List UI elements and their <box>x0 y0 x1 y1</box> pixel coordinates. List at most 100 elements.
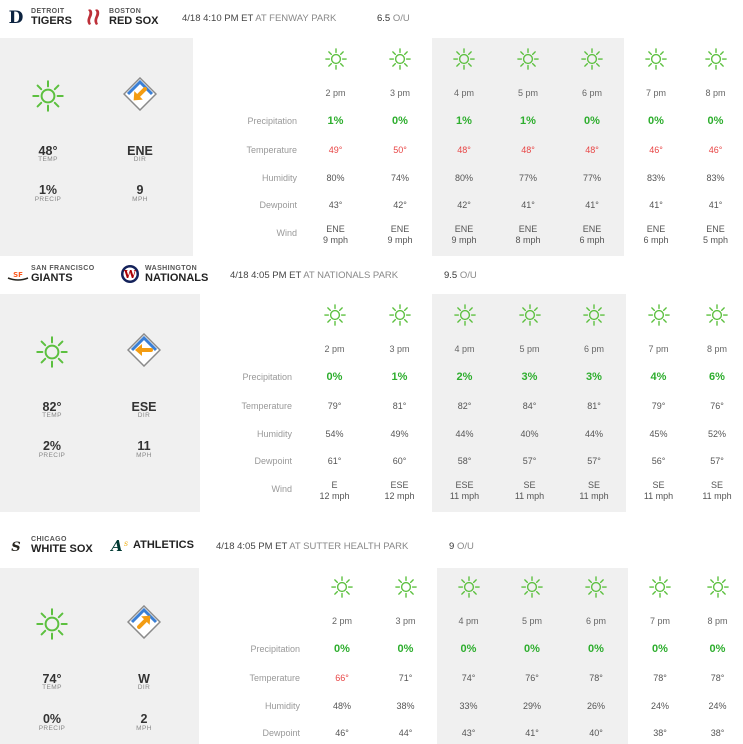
team-name: GIANTS <box>31 271 73 284</box>
hour-time: 6 pm <box>585 616 606 626</box>
home-team[interactable]: BOSTON RED SOX <box>84 7 159 27</box>
hour-humidity: 40% <box>520 429 539 439</box>
away-team[interactable]: D DETROIT TIGERS <box>6 7 72 29</box>
team-name-block: WASHINGTON NATIONALS <box>145 265 208 284</box>
hour-temp: 48° <box>585 145 599 155</box>
hour-humidity: 44% <box>584 429 603 439</box>
team-city: DETROIT <box>31 7 65 15</box>
summary-precip: 0% <box>42 712 62 726</box>
summary-precip: 1% <box>38 183 58 197</box>
sun-icon <box>500 576 564 598</box>
hour-column-1: 2 pm 0% 79° 54% 61° E 12 mph <box>302 294 367 512</box>
sun-icon <box>367 304 432 326</box>
hour-time: 3 pm <box>389 88 410 98</box>
hour-wind-dir: E <box>331 480 338 490</box>
summary-wind-speed: 2 <box>140 712 148 726</box>
summary-precip-label: PRECIP <box>38 452 66 459</box>
away-team[interactable]: SF SAN FRANCISCO GIANTS <box>6 264 95 284</box>
hour-wind-dir: SE <box>710 480 723 490</box>
hour-dewpoint: 41° <box>585 200 599 210</box>
hour-temp: 84° <box>522 401 537 411</box>
hour-precip: 0% <box>588 643 604 655</box>
hour-temp: 82° <box>457 401 472 411</box>
hour-wind-speed: 12 mph <box>319 491 350 501</box>
hour-temp: 46° <box>708 145 723 155</box>
hour-precip: 0% <box>460 643 477 655</box>
hour-time: 4 pm <box>453 88 474 98</box>
away-team[interactable]: S CHICAGO WHITE SOX <box>6 535 93 556</box>
sun-icon <box>691 304 743 326</box>
sun-icon <box>624 48 688 70</box>
hour-temp: 79° <box>651 401 666 411</box>
hour-time: 5 pm <box>519 344 540 354</box>
sun-icon <box>432 304 497 326</box>
hour-precip: 4% <box>650 371 667 383</box>
hour-column-2: 3 pm 0% 50° 74% 42° ENE 9 mph <box>368 38 432 256</box>
hour-precip: 1% <box>327 115 344 127</box>
row-label-temp: Temperature <box>249 673 300 683</box>
hour-humidity: 80% <box>326 173 345 183</box>
team-city: BOSTON <box>109 7 142 15</box>
card-separator-1 <box>0 256 743 258</box>
hour-precip: 3% <box>586 371 602 383</box>
hour-dewpoint: 41° <box>708 200 723 210</box>
forecast-body: 48° TEMP 1% PRECIP ENE DIR 9 MPH 2 pm 1% 49° 80% 43°… <box>0 38 743 256</box>
summary-dir-label: DIR <box>137 412 151 419</box>
hour-precip: 1% <box>520 115 536 127</box>
hour-precip: 2% <box>456 371 473 383</box>
hour-wind: SE 11 mph <box>691 480 743 502</box>
summary-precip: 2% <box>42 439 62 453</box>
hour-column-6: 7 pm 0% 78° 24% 38° <box>628 568 692 744</box>
hour-wind: ENE 9 mph <box>432 224 496 246</box>
hour-temp: 74° <box>461 673 476 683</box>
hour-precip: 0% <box>524 643 540 655</box>
hour-wind-speed: 9 mph <box>387 235 413 245</box>
sun-icon <box>36 336 68 373</box>
hour-precip: 0% <box>709 643 726 655</box>
row-label-wind: Wind <box>276 228 297 238</box>
team-name-block: BOSTON RED SOX <box>109 8 159 27</box>
row-label-precip: Precipitation <box>247 116 297 126</box>
summary-panel: 48° TEMP 1% PRECIP ENE DIR 9 MPH <box>0 38 193 256</box>
hour-time: 7 pm <box>648 344 669 354</box>
hour-wind: E 12 mph <box>302 480 367 502</box>
over-under-value: 9.5 <box>444 270 458 281</box>
row-label-hum: Humidity <box>264 701 300 711</box>
hour-column-3: 4 pm 2% 82° 44% 58° ESE 11 mph <box>432 294 497 512</box>
sun-icon <box>626 304 691 326</box>
game-time-venue: 4/18 4:10 PM ET AT FENWAY PARK <box>182 13 336 24</box>
hour-wind-speed: 8 mph <box>515 235 541 245</box>
hour-time: 7 pm <box>649 616 670 626</box>
hour-humidity: 44% <box>455 429 474 439</box>
hour-humidity: 77% <box>518 173 537 183</box>
wind-direction-icon <box>126 604 162 644</box>
hour-humidity: 33% <box>459 701 478 711</box>
home-team[interactable]: W WASHINGTON NATIONALS <box>120 264 208 284</box>
hour-dewpoint: 43° <box>461 728 476 738</box>
sun-icon <box>303 48 368 70</box>
summary-temp: 82° <box>42 400 62 414</box>
hour-precip: 0% <box>326 371 343 383</box>
team-name: RED SOX <box>109 14 159 27</box>
hour-column-7: 8 pm 0% 78° 24% 38° <box>692 568 743 744</box>
hour-precip: 0% <box>707 115 724 127</box>
hour-temp: 81° <box>587 401 601 411</box>
hour-humidity: 29% <box>522 701 541 711</box>
hour-time: 2 pm <box>325 88 346 98</box>
team-name: WHITE SOX <box>31 542 93 555</box>
sun-icon <box>628 576 692 598</box>
hour-temp: 49° <box>328 145 343 155</box>
hour-precip: 1% <box>456 115 472 127</box>
hour-dewpoint: 40° <box>589 728 603 738</box>
hour-temp: 76° <box>525 673 539 683</box>
team-name: NATIONALS <box>145 271 209 284</box>
hour-humidity: 80% <box>454 173 473 183</box>
hour-wind: ENE 6 mph <box>624 224 688 246</box>
hour-wind-speed: 11 mph <box>579 491 609 501</box>
hour-wind-dir: ENE <box>454 224 474 234</box>
game-time: 4/18 4:05 PM ET <box>216 541 288 552</box>
wind-direction-icon <box>126 332 162 372</box>
hour-wind-dir: ENE <box>646 224 666 234</box>
summary-wind-speed: 11 <box>137 439 151 453</box>
